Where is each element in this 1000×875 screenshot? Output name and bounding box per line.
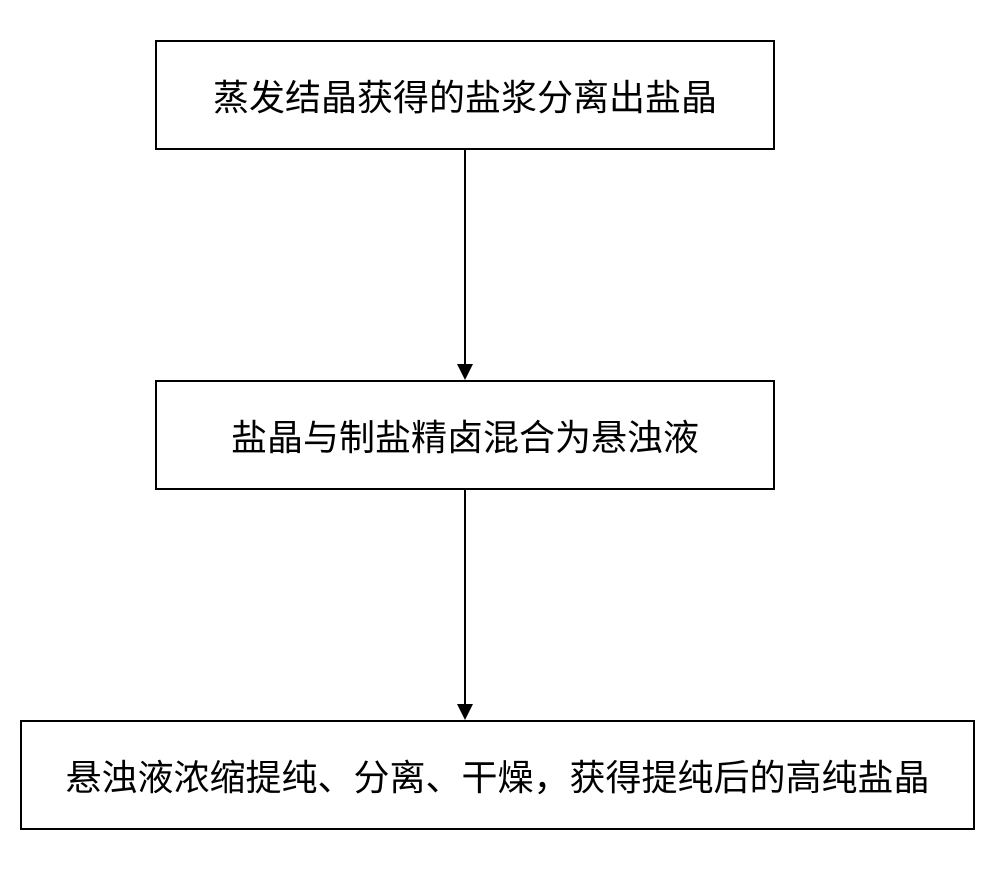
flowchart-step-label: 悬浊液浓缩提纯、分离、干燥，获得提纯后的高纯盐晶 [65,749,929,801]
flowchart-step-2: 盐晶与制盐精卤混合为悬浊液 [155,380,775,490]
flowchart-step-1: 蒸发结晶获得的盐浆分离出盐晶 [155,40,775,150]
flowchart-step-3: 悬浊液浓缩提纯、分离、干燥，获得提纯后的高纯盐晶 [20,720,975,830]
flowchart-step-label: 蒸发结晶获得的盐浆分离出盐晶 [213,69,717,121]
flowchart-arrow-head [457,704,473,720]
flowchart-arrow-head [457,364,473,380]
flowchart-step-label: 盐晶与制盐精卤混合为悬浊液 [231,409,699,461]
flowchart-arrow-line [464,490,466,704]
flowchart-arrow-line [464,150,466,364]
flowchart-container: 蒸发结晶获得的盐浆分离出盐晶 盐晶与制盐精卤混合为悬浊液 悬浊液浓缩提纯、分离、… [0,0,1000,875]
